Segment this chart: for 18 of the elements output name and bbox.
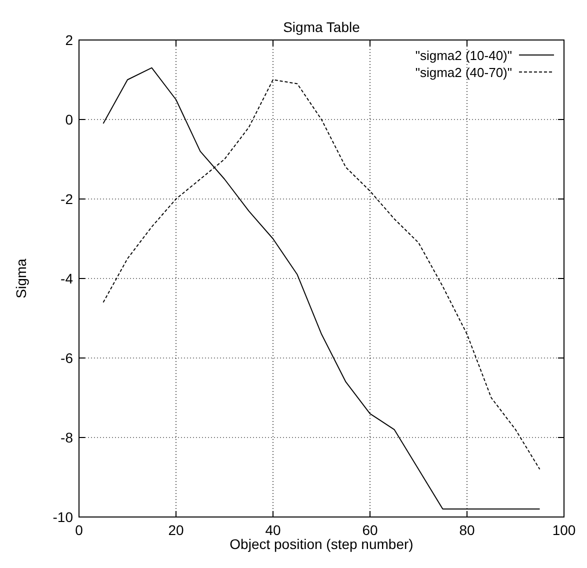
y-tick-label: -4 (60, 270, 74, 286)
y-tick-label: -6 (60, 350, 74, 366)
x-axis-title: Object position (step number) (230, 536, 414, 552)
y-tick-label: -10 (52, 509, 74, 525)
legend-label: "sigma2 (40-70)" (415, 65, 512, 80)
y-tick-label: -8 (60, 430, 74, 446)
x-tick-label: 100 (552, 522, 576, 538)
legend-label: "sigma2 (10-40)" (415, 48, 512, 63)
x-tick-label: 20 (168, 522, 184, 538)
y-tick-label: 0 (65, 112, 74, 128)
x-tick-label: 0 (75, 522, 84, 538)
chart-title: Sigma Table (283, 19, 360, 35)
x-tick-label: 80 (459, 522, 475, 538)
y-axis-title: Sigma (13, 258, 29, 298)
y-tick-label: -2 (60, 191, 74, 207)
x-tick-label: 60 (362, 522, 378, 538)
x-tick-label: 40 (265, 522, 281, 538)
y-tick-label: 2 (65, 32, 74, 48)
